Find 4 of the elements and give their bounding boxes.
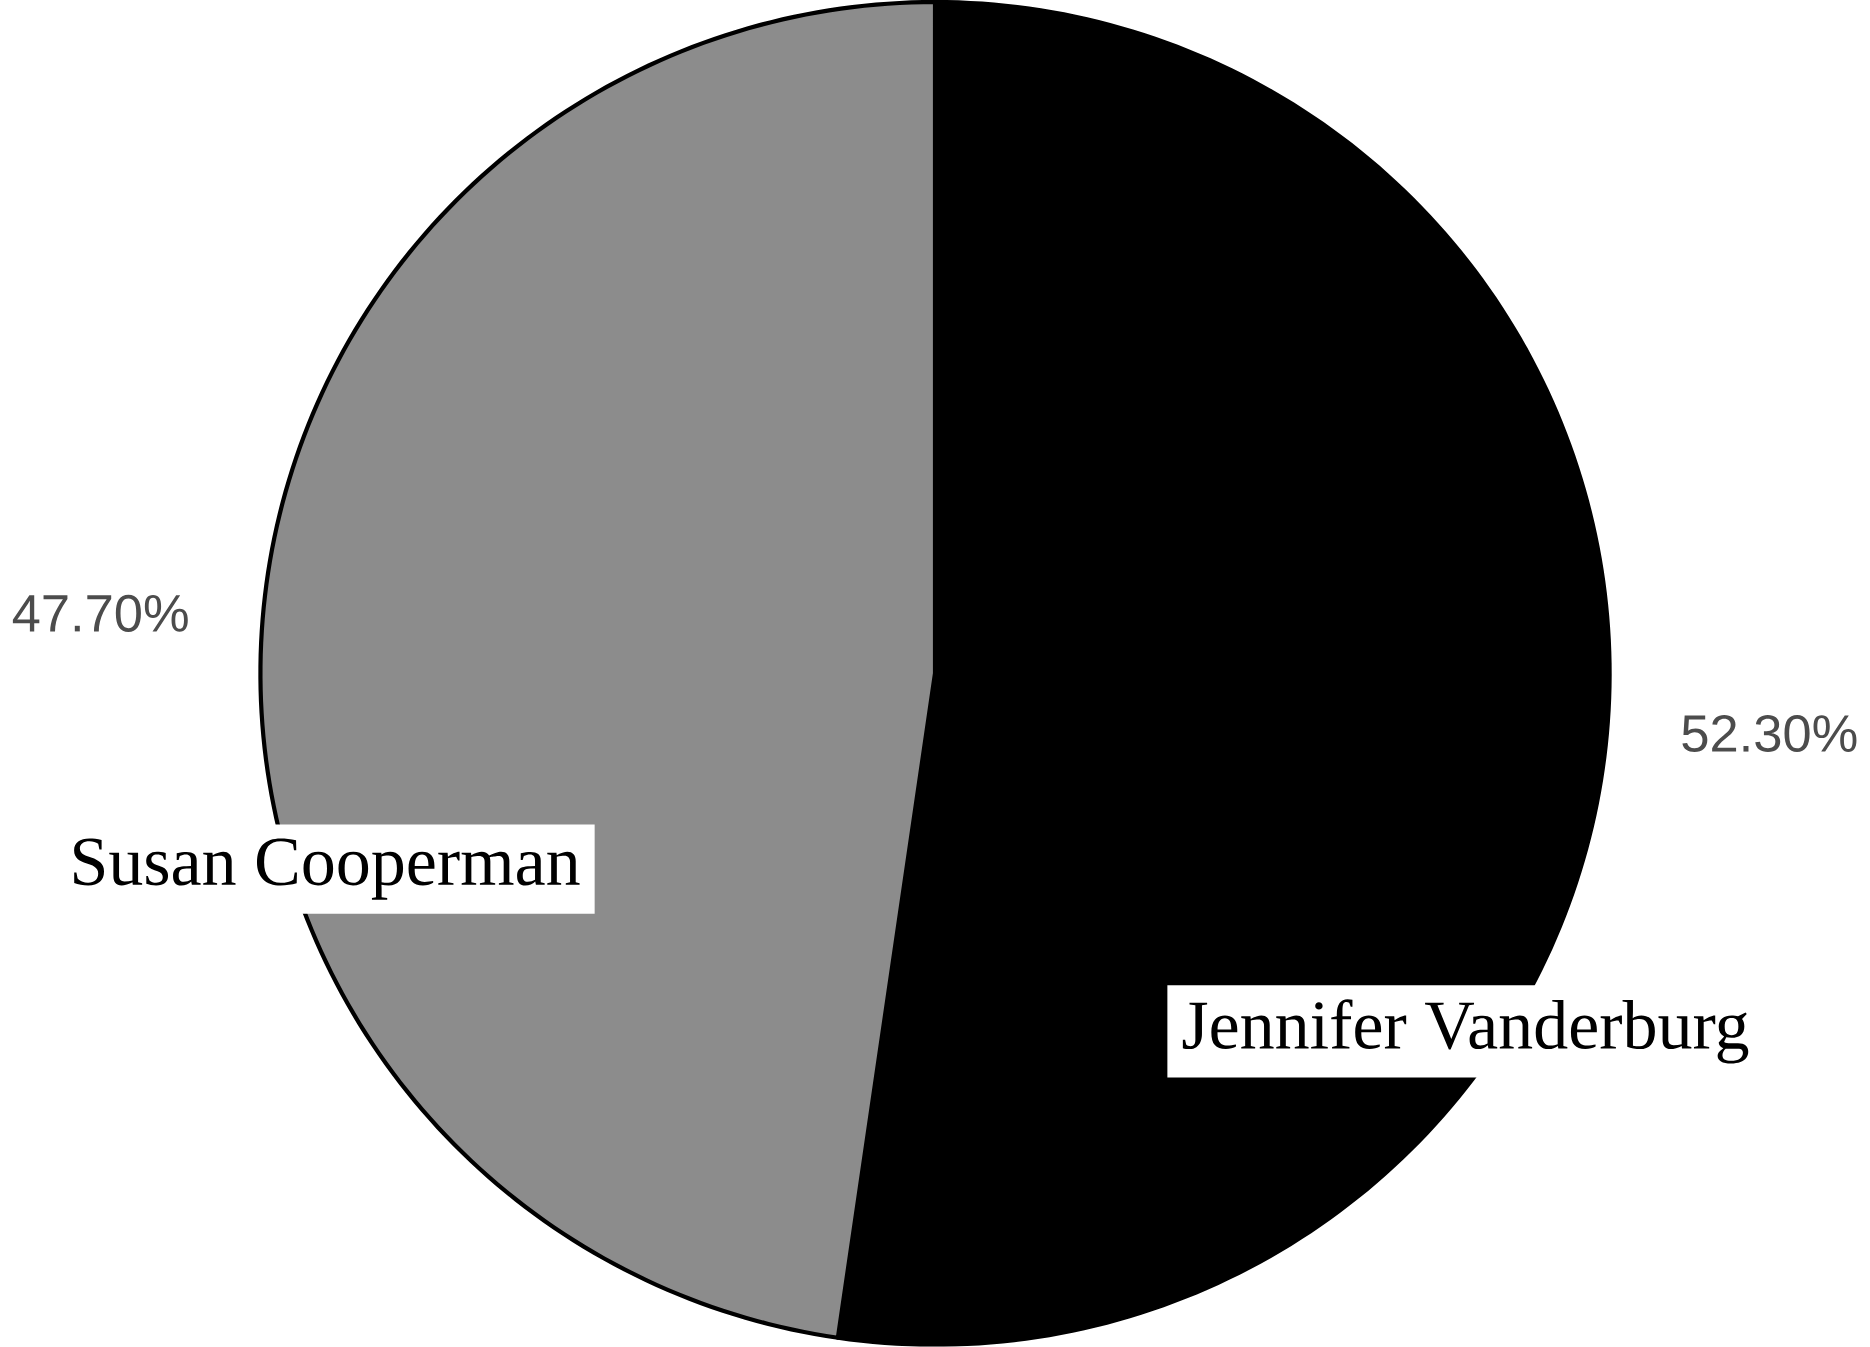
data-label: 47.70% <box>12 594 188 632</box>
data-label: 52.30% <box>1682 714 1857 753</box>
slice-label: Jennifer Vanderburg <box>1182 999 1749 1064</box>
slice-label: Susan Cooperman <box>74 838 580 900</box>
